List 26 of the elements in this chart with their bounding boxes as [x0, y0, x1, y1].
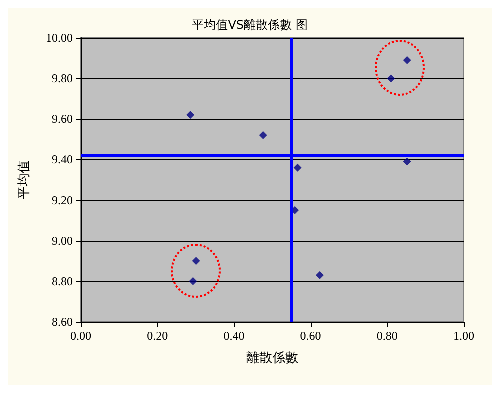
point: [189, 277, 198, 286]
y-tick-label: 8.80: [52, 274, 73, 288]
x-tick-label: 1.00: [454, 329, 474, 343]
y-axis-title: 平均值: [17, 160, 32, 200]
y-tick-label: 9.20: [52, 193, 73, 208]
point: [192, 257, 200, 266]
x-tick-label: 0.20: [147, 329, 168, 343]
point: [186, 111, 195, 120]
x-axis-title: 離散係數: [246, 351, 298, 366]
y-tick-label: 9.40: [52, 152, 73, 167]
point: [316, 271, 324, 280]
y-tick-label: 9.00: [52, 234, 73, 248]
x-tick-label: 0.60: [300, 329, 322, 343]
point: [259, 131, 268, 140]
y-tick-label: 8.60: [52, 315, 73, 329]
x-tick-label: 0.40: [224, 329, 245, 343]
y-tick-label: 10.00: [46, 31, 73, 45]
chart-title: 平均值VS離散係數 图: [192, 18, 308, 32]
point: [387, 74, 396, 83]
x-tick-label: 0.00: [70, 329, 92, 343]
point: [403, 158, 412, 166]
y-tick-label: 9.80: [52, 72, 73, 86]
y-tick-label: 9.60: [52, 112, 73, 126]
point: [403, 56, 412, 64]
point: [294, 164, 302, 172]
x-tick-label: 0.80: [376, 329, 398, 343]
